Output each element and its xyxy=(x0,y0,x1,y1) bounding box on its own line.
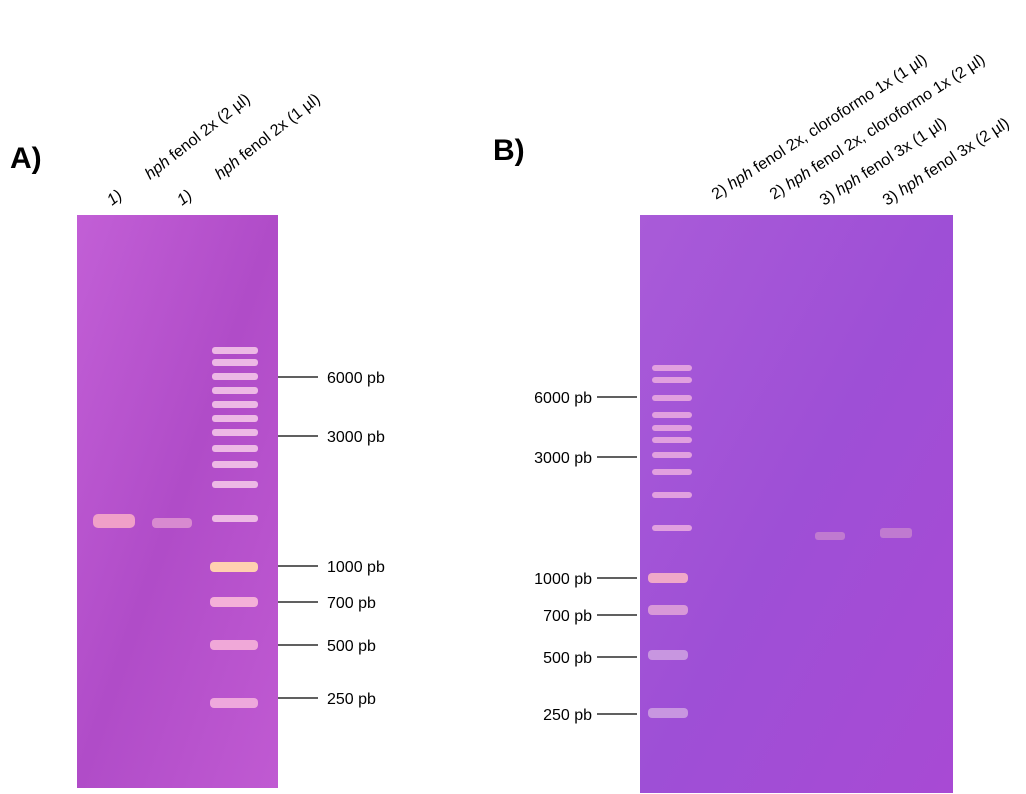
band xyxy=(652,412,692,418)
band xyxy=(652,437,692,443)
band xyxy=(212,359,258,366)
lane-prefix: 1) xyxy=(104,187,126,209)
band xyxy=(212,481,258,488)
band xyxy=(648,573,688,583)
band xyxy=(212,347,258,354)
band xyxy=(212,373,258,380)
marker-label: 1000 pb xyxy=(327,559,385,576)
band xyxy=(815,532,845,540)
marker-label: 3000 pb xyxy=(534,450,592,467)
band xyxy=(652,395,692,401)
marker-label: 700 pb xyxy=(327,595,376,612)
marker-label: 1000 pb xyxy=(534,571,592,588)
panel-label: B) xyxy=(493,134,525,167)
band xyxy=(210,640,258,650)
band xyxy=(212,429,258,436)
figure: A) B) 6000 pb 3000 pb 1000 pb 700 pb 500 pb 2… xyxy=(0,0,1026,794)
gel-b xyxy=(640,215,953,793)
band xyxy=(652,469,692,475)
marker-label: 6000 pb xyxy=(534,390,592,407)
band xyxy=(212,445,258,452)
band xyxy=(648,605,688,615)
band xyxy=(652,492,692,498)
panel-label: A) xyxy=(10,142,42,175)
band xyxy=(212,401,258,408)
marker-label: 500 pb xyxy=(327,638,376,655)
band xyxy=(652,365,692,371)
band xyxy=(212,461,258,468)
lane-label: 2) hph fenol 2x, cloroformo 1x (1 µl) xyxy=(709,51,930,203)
band xyxy=(648,650,688,660)
band xyxy=(210,597,258,607)
lane-label: 2) hph fenol 2x, cloroformo 1x (2 µl) xyxy=(767,51,988,203)
band xyxy=(648,708,688,718)
band xyxy=(210,698,258,708)
marker-label: 250 pb xyxy=(327,691,376,708)
band xyxy=(652,452,692,458)
band xyxy=(652,377,692,383)
band xyxy=(152,518,192,528)
band xyxy=(93,514,135,528)
marker-label: 500 pb xyxy=(543,650,592,667)
band xyxy=(212,387,258,394)
band xyxy=(652,525,692,531)
band xyxy=(652,425,692,431)
lane-prefix: 1) xyxy=(174,187,196,209)
marker-label: 3000 pb xyxy=(327,429,385,446)
band xyxy=(212,515,258,522)
band xyxy=(880,528,912,538)
marker-label: 6000 pb xyxy=(327,370,385,387)
marker-label: 250 pb xyxy=(543,707,592,724)
marker-label: 700 pb xyxy=(543,608,592,625)
band xyxy=(212,415,258,422)
band xyxy=(210,562,258,572)
